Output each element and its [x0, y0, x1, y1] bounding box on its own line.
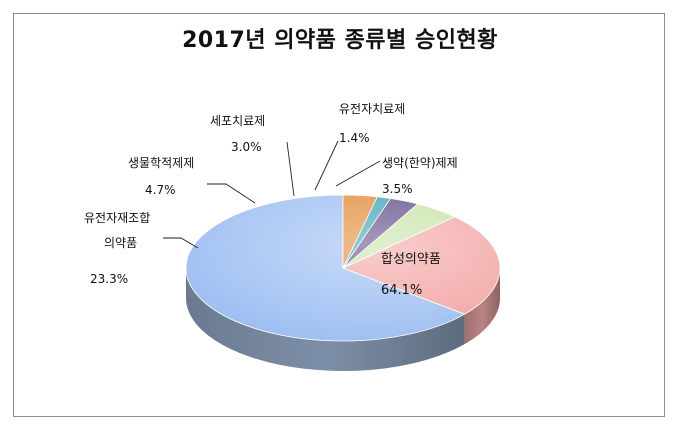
leader-line-3	[286, 141, 295, 197]
pie-side-shade-0-0	[186, 268, 465, 371]
pie-side-shade-1-0	[464, 268, 500, 345]
chart-title: 2017년 의약품 종류별 승인현황	[182, 28, 498, 53]
leader-lines	[163, 140, 381, 249]
pie-shine	[186, 195, 500, 341]
slice-name-label-4: 유전자치료제	[339, 102, 405, 116]
pie-tops	[185, 194, 501, 342]
slice-name-label-5: 생약(한약)제제	[382, 155, 458, 170]
leader-line-2	[207, 183, 256, 204]
leader-line-4	[314, 140, 339, 191]
slice-value-label-4: 1.4%	[339, 131, 370, 145]
slice-value-label-5: 3.5%	[382, 182, 413, 196]
leader-line-5	[335, 160, 381, 187]
slice-value-label-2: 4.7%	[145, 183, 176, 197]
slice-name-label-1: 의약품	[104, 235, 137, 250]
slice-value-label-0: 64.1%	[381, 283, 422, 298]
slice-name-label-3: 세포치료제	[210, 114, 265, 128]
slice-value-label-3: 3.0%	[231, 140, 262, 154]
slice-name-label-2: 생물학적제제	[128, 156, 194, 170]
leader-line-1	[163, 237, 199, 249]
slice-name-label-1: 유전자재조합	[84, 211, 150, 225]
slice-value-label-1: 23.3%	[90, 272, 128, 286]
slice-name-label-0: 합성의약품	[381, 252, 441, 267]
